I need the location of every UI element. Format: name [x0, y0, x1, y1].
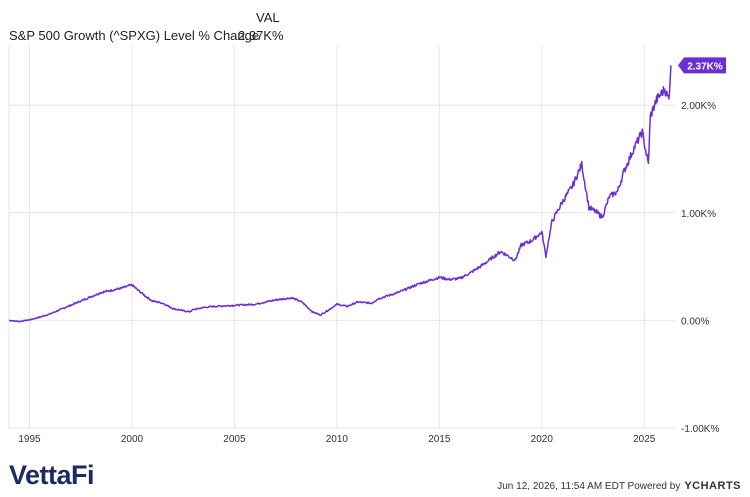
y-tick-label: 1.00K% — [681, 209, 716, 220]
x-tick-label: 2020 — [531, 434, 554, 445]
x-tick-label: 2015 — [428, 434, 451, 445]
end-value-badge: 2.37K% — [678, 57, 726, 74]
x-tick-label: 1995 — [18, 434, 41, 445]
x-axis-ticks: 1995 2000 2005 2010 2015 2020 2025 — [18, 434, 655, 445]
end-value-badge-label: 2.37K% — [687, 61, 723, 72]
timestamp-text: Jun 12, 2026, 11:54 AM EDT Powered by — [497, 480, 681, 492]
series-lines — [8, 65, 672, 323]
ycharts-logo-text: YCHARTS — [684, 480, 741, 492]
x-tick-label: 2025 — [633, 434, 656, 445]
y-tick-label: 2.00K% — [681, 101, 716, 112]
y-tick-label: -1.00K% — [681, 424, 719, 435]
y-tick-label: 0.00% — [681, 316, 709, 327]
chart-header: VAL S&P 500 Growth (^SPXG) Level % Chang… — [0, 0, 750, 46]
val-column-header: VAL — [256, 10, 280, 25]
footer-attribution: Jun 12, 2026, 11:54 AM EDT Powered by YC… — [497, 480, 741, 492]
line-chart[interactable]: 1995 2000 2005 2010 2015 2020 2025 0.00% 1.00K%… — [0, 0, 750, 458]
brand-text: VettaFi — [9, 460, 95, 490]
x-tick-label: 2010 — [326, 434, 349, 445]
grid-lines — [8, 46, 675, 429]
x-tick-label: 2005 — [223, 434, 246, 445]
series-name-label[interactable]: S&P 500 Growth (^SPXG) Level % Change — [9, 28, 260, 43]
series-latest-value: 2.37K% — [238, 28, 284, 43]
x-tick-label: 2000 — [121, 434, 144, 445]
end-value-badge-shape — [678, 57, 726, 74]
vettafi-logo[interactable]: VettaFi — [9, 460, 95, 491]
series-line — [8, 65, 672, 323]
y-axis-ticks: 0.00% 1.00K% 2.00K% -1.00K% — [681, 101, 719, 435]
ycharts-logo[interactable]: YCHARTS — [684, 480, 741, 492]
